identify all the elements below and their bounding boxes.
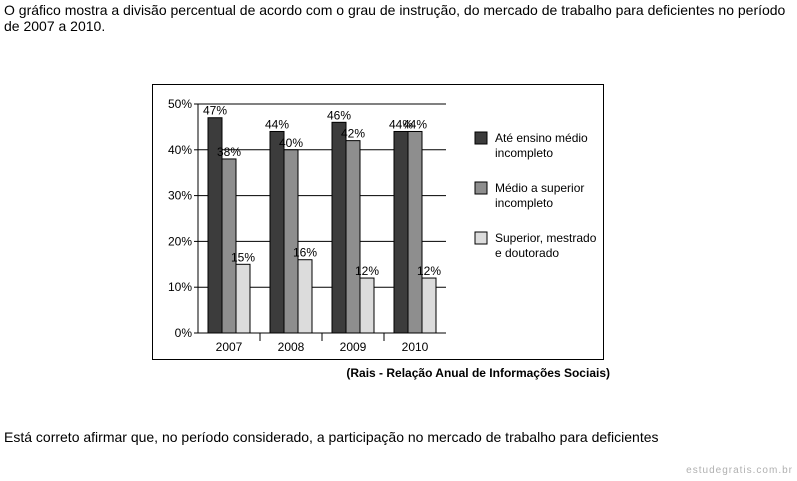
y-tick-label: 10% [168, 280, 192, 294]
legend-label: Até ensino médio [495, 131, 588, 145]
y-tick-label: 0% [175, 326, 193, 340]
bars: 47%38%15%44%40%16%46%42%12%44%44%12% [203, 104, 441, 334]
source-caption: (Rais - Relação Anual de Informações Soc… [346, 366, 610, 380]
legend-swatch [474, 181, 488, 195]
bar [297, 259, 313, 334]
y-tick-label: 20% [168, 234, 192, 248]
bar [359, 277, 375, 334]
bar-value-label: 42% [341, 127, 365, 141]
bar [345, 140, 361, 334]
bar [221, 158, 237, 334]
bar-value-label: 40% [279, 136, 303, 150]
watermark: estudegratis.com.br [686, 465, 793, 476]
bar-value-label: 44% [389, 117, 413, 131]
intro-text: O gráfico mostra a divisão percentual de… [4, 2, 786, 34]
bar-value-label: 16% [293, 246, 317, 260]
legend-label: Médio a superior [495, 181, 584, 195]
bar [407, 130, 423, 334]
x-tick-label: 2009 [340, 340, 367, 354]
bar-value-label: 44% [403, 117, 427, 131]
y-axis-ticks: 0% 10% 20% 30% 40% 50% [168, 97, 198, 340]
x-axis-ticks: 2007 2008 2009 2010 [216, 333, 429, 354]
x-tick-label: 2008 [278, 340, 305, 354]
bar-chart: 0% 10% 20% 30% 40% 50% 47% 38% 15% 44% 40% 16% 46% 4… [168, 97, 597, 354]
chart-frame: 0% 10% 20% 30% 40% 50% 47% 38% 15% 44% 40% 16% 46% 4… [152, 84, 604, 360]
x-tick-label: 2010 [402, 340, 429, 354]
legend-label: incompleto [495, 196, 553, 210]
bar-value-label: 12% [355, 264, 379, 278]
bar [283, 149, 299, 334]
bar-value-label: 38% [217, 145, 241, 159]
bar-value-label: 46% [327, 108, 351, 122]
y-tick-label: 40% [168, 143, 192, 157]
bar [421, 277, 437, 334]
legend-swatch [474, 231, 488, 245]
legend-label: Superior, mestrado [495, 231, 597, 245]
x-tick-label: 2007 [216, 340, 243, 354]
bar [331, 121, 347, 334]
bar [269, 130, 285, 334]
bar-value-label: 44% [265, 117, 289, 131]
bar [235, 263, 251, 334]
bar [393, 130, 409, 334]
question-text: Está correto afirmar que, no período con… [4, 429, 659, 445]
bar-value-label: 47% [203, 104, 227, 118]
bar-value-label: 12% [417, 264, 441, 278]
bar-value-label: 15% [231, 250, 255, 264]
y-tick-label: 30% [168, 189, 192, 203]
legend-swatch [474, 131, 488, 145]
legend-label: incompleto [495, 146, 553, 160]
legend-label: e doutorado [495, 246, 559, 260]
y-tick-label: 50% [168, 97, 192, 111]
